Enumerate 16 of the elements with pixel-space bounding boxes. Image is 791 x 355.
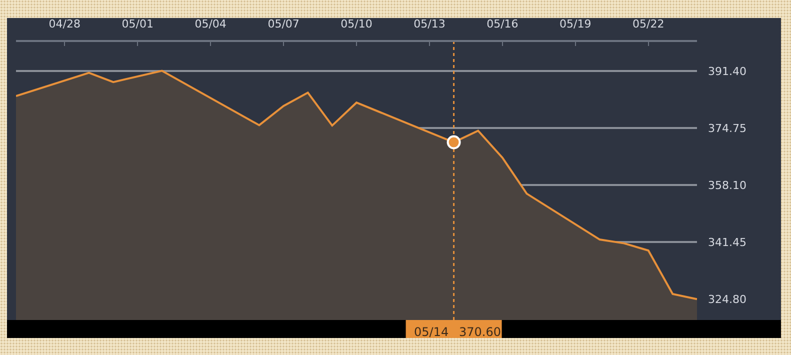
y-tick-label: 374.75 xyxy=(708,122,746,135)
x-tick-label: 04/28 xyxy=(48,18,80,31)
x-tick-label: 05/04 xyxy=(194,18,226,31)
ref-line-label: 05/14 xyxy=(414,325,449,339)
y-tick-label: 324.80 xyxy=(708,292,746,306)
y-tick-label: 341.45 xyxy=(708,236,746,249)
x-tick-label: 05/10 xyxy=(340,18,372,31)
x-tick-label: 05/22 xyxy=(632,18,664,31)
x-tick-label: 05/01 xyxy=(122,18,154,31)
x-tick-label: 05/13 xyxy=(414,18,446,31)
x-tick-label: 05/16 xyxy=(486,18,518,31)
y-tick-label: 358.10 xyxy=(708,178,746,192)
text: 370.60 xyxy=(459,325,501,339)
x-tick-label: 05/19 xyxy=(560,18,592,31)
y-tick-label: 391.40 xyxy=(708,64,746,78)
x-tick-label: 05/07 xyxy=(268,18,300,31)
